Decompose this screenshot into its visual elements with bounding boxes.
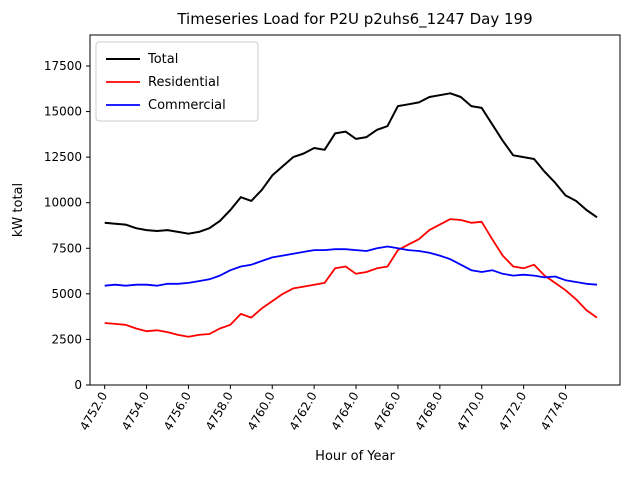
x-tick-label: 4762.0	[287, 390, 320, 433]
y-axis: 0 2500 5000 7500 10000 12500 15000 17500	[44, 59, 90, 392]
legend: Total Residential Commercial	[95, 41, 259, 122]
legend-label-residential: Residential	[148, 75, 220, 90]
y-axis-label: kW total	[11, 183, 26, 237]
series-line-residential	[104, 218, 598, 338]
y-tick-label: 17500	[44, 59, 82, 73]
x-axis: 4752.0 4754.0 4756.0 4758.0 4760.0 4762.0 4764…	[77, 385, 571, 433]
x-tick-label: 4766.0	[370, 390, 403, 433]
plot-frame	[89, 34, 621, 386]
legend-label-total: Total	[147, 52, 178, 67]
x-tick-label: 4758.0	[203, 390, 236, 433]
y-tick-label: 15000	[44, 105, 82, 119]
y-tick-label: 10000	[44, 196, 82, 210]
y-tick-label: 7500	[51, 241, 82, 255]
y-tick-label: 5000	[51, 287, 82, 301]
x-tick-label: 4764.0	[329, 390, 362, 433]
legend-box	[95, 41, 259, 122]
x-tick-label: 4768.0	[412, 390, 445, 433]
x-tick-label: 4760.0	[245, 390, 278, 433]
series-line-total	[104, 92, 598, 235]
x-tick-label: 4756.0	[161, 390, 194, 433]
legend-label-commercial: Commercial	[148, 98, 226, 113]
x-axis-label: Hour of Year	[315, 449, 395, 464]
x-tick-label: 4772.0	[496, 390, 529, 433]
x-tick-label: 4752.0	[77, 390, 110, 433]
x-tick-label: 4774.0	[538, 390, 571, 433]
y-tick-label: 2500	[51, 332, 82, 346]
series-line-commercial	[104, 245, 598, 287]
x-tick-label: 4754.0	[119, 390, 152, 433]
y-tick-label: 0	[74, 378, 82, 392]
chart-title: Timeseries Load for P2U p2uhs6_1247 Day …	[176, 10, 532, 29]
x-tick-label: 4770.0	[454, 390, 487, 433]
y-tick-label: 12500	[44, 150, 82, 164]
